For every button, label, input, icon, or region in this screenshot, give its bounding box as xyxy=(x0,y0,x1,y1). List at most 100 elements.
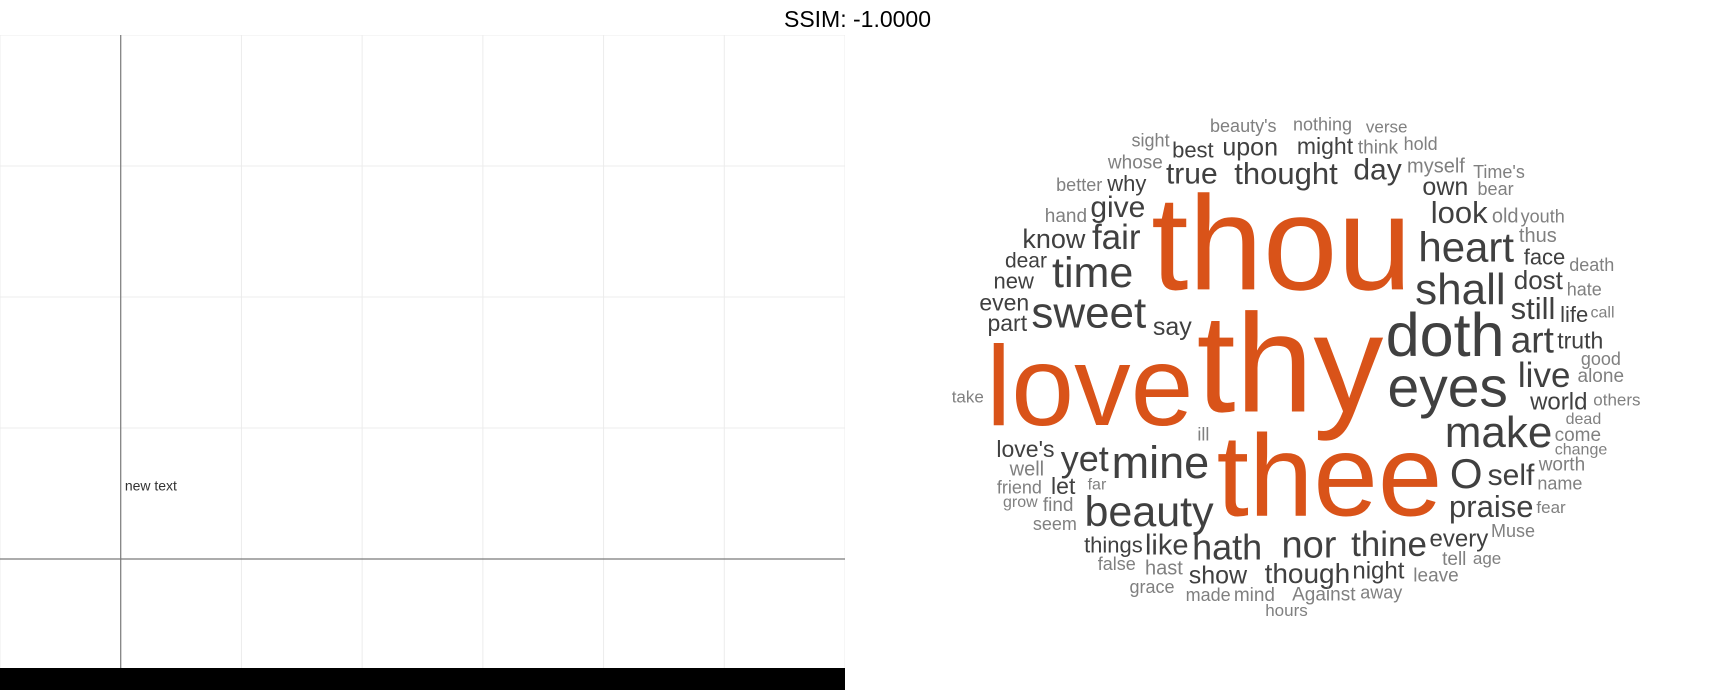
word-cloud-word: nothing xyxy=(1293,114,1352,134)
word-cloud-word: truth xyxy=(1557,328,1603,354)
word-cloud-word: shall xyxy=(1415,265,1506,314)
word-cloud-word: dost xyxy=(1514,265,1564,295)
word-cloud-word: hand xyxy=(1045,206,1087,227)
word-cloud-word: night xyxy=(1352,558,1404,585)
word-cloud-word: far xyxy=(1088,477,1107,494)
page-title: SSIM: -1.0000 xyxy=(783,6,932,32)
word-cloud-word: made xyxy=(1186,585,1231,605)
word-cloud-word: change xyxy=(1555,442,1608,459)
word-cloud-word: beauty xyxy=(1085,488,1215,536)
word-cloud-word: find xyxy=(1043,495,1074,516)
word-cloud-word: though xyxy=(1265,558,1351,589)
word-cloud-word: whose xyxy=(1107,153,1163,174)
word-cloud-word: thy xyxy=(1197,285,1384,442)
word-cloud-word: self xyxy=(1488,459,1535,492)
word-cloud-word: live xyxy=(1518,356,1571,395)
word-cloud-word: seem xyxy=(1033,514,1077,534)
word-cloud-word: age xyxy=(1473,549,1501,568)
word-cloud: thy thou thee love doth eyes mine sweet shall mak… xyxy=(900,40,1690,680)
word-cloud-word: praise xyxy=(1449,489,1533,524)
word-cloud-word: name xyxy=(1537,474,1582,494)
word-cloud-word: show xyxy=(1189,561,1248,589)
word-cloud-word: thou xyxy=(1151,169,1412,318)
word-cloud-word: day xyxy=(1353,154,1401,187)
word-cloud-word: like xyxy=(1145,529,1189,561)
word-cloud-word: hours xyxy=(1265,601,1308,620)
word-cloud-word: fair xyxy=(1092,218,1141,257)
word-cloud-word: let xyxy=(1051,473,1076,499)
word-cloud-word: why xyxy=(1106,171,1146,196)
annotation-text: new text xyxy=(125,478,177,494)
word-cloud-word: false xyxy=(1098,554,1136,574)
word-cloud-word: beauty's xyxy=(1210,116,1276,136)
word-cloud-word: give xyxy=(1090,191,1145,224)
word-cloud-word: well xyxy=(1009,459,1044,481)
word-cloud-word: upon xyxy=(1222,133,1278,161)
word-cloud-word: part xyxy=(987,310,1027,336)
word-cloud-word: thus xyxy=(1519,225,1557,247)
word-cloud-word: life xyxy=(1560,302,1588,327)
word-cloud-word: ill xyxy=(1197,424,1209,444)
word-cloud-word: doth xyxy=(1386,301,1505,369)
word-cloud-word: face xyxy=(1524,245,1566,270)
word-cloud-word: myself xyxy=(1407,155,1465,177)
word-cloud-word: love xyxy=(986,323,1193,449)
word-cloud-word: worth xyxy=(1538,455,1585,476)
word-cloud-word: O xyxy=(1450,450,1483,497)
word-cloud-word: time xyxy=(1052,249,1133,297)
word-cloud-word: away xyxy=(1360,582,1402,602)
word-cloud-word: think xyxy=(1358,138,1399,159)
word-cloud-word: nor xyxy=(1281,525,1336,567)
word-cloud-word: own xyxy=(1422,173,1468,201)
word-cloud-word: new xyxy=(993,269,1033,294)
word-cloud-word: yet xyxy=(1061,438,1109,479)
word-cloud-word: youth xyxy=(1521,206,1565,226)
word-cloud-word: leave xyxy=(1413,565,1458,586)
word-cloud-word: dead xyxy=(1566,411,1602,428)
word-cloud-word: hold xyxy=(1404,134,1438,154)
word-cloud-word: call xyxy=(1591,304,1615,321)
word-cloud-word: take xyxy=(952,388,984,407)
word-cloud-word: hath xyxy=(1192,526,1262,567)
word-cloud-word: say xyxy=(1153,313,1192,341)
word-cloud-word: make xyxy=(1445,408,1553,457)
word-cloud-word: mind xyxy=(1234,585,1275,606)
word-cloud-word: hast xyxy=(1145,557,1183,579)
word-cloud-word: look xyxy=(1431,195,1488,230)
black-band xyxy=(0,668,845,690)
word-cloud-word: thee xyxy=(1217,411,1443,541)
word-cloud-word: verse xyxy=(1366,117,1408,136)
word-cloud-word: know xyxy=(1022,224,1086,254)
word-cloud-word: still xyxy=(1511,291,1556,326)
word-cloud-word: world xyxy=(1529,389,1587,416)
word-cloud-word: eyes xyxy=(1388,356,1508,420)
word-cloud-word: heart xyxy=(1418,223,1514,270)
word-cloud-word: death xyxy=(1569,255,1614,275)
word-cloud-word: thine xyxy=(1351,525,1427,564)
word-cloud-word: friend xyxy=(997,477,1042,497)
word-cloud-word: good xyxy=(1581,349,1621,369)
word-cloud-word: grow xyxy=(1003,494,1038,511)
word-cloud-word: sight xyxy=(1132,130,1170,150)
word-cloud-word: alone xyxy=(1578,366,1625,387)
scatter-plot-svg: new text xyxy=(0,35,845,690)
word-cloud-word: might xyxy=(1297,133,1354,159)
word-cloud-word: sweet xyxy=(1031,288,1146,337)
word-cloud-word: better xyxy=(1056,175,1102,195)
word-cloud-word: Time's xyxy=(1473,162,1525,182)
word-cloud-word: dear xyxy=(1005,249,1047,272)
word-cloud-word: hate xyxy=(1567,280,1602,300)
word-cloud-word: love's xyxy=(996,436,1054,462)
word-cloud-word: even xyxy=(979,289,1029,315)
word-cloud-word: art xyxy=(1511,320,1555,361)
word-cloud-word: best xyxy=(1172,138,1214,163)
word-cloud-word: bear xyxy=(1478,179,1514,199)
word-cloud-word: old xyxy=(1492,206,1519,228)
word-cloud-word: fear xyxy=(1536,498,1566,517)
scatter-plot-area: new text xyxy=(0,35,845,690)
word-cloud-word: Muse xyxy=(1491,521,1535,541)
word-cloud-word: thought xyxy=(1234,156,1338,191)
word-cloud-word: Against xyxy=(1292,585,1356,606)
word-cloud-word: mine xyxy=(1112,437,1210,488)
